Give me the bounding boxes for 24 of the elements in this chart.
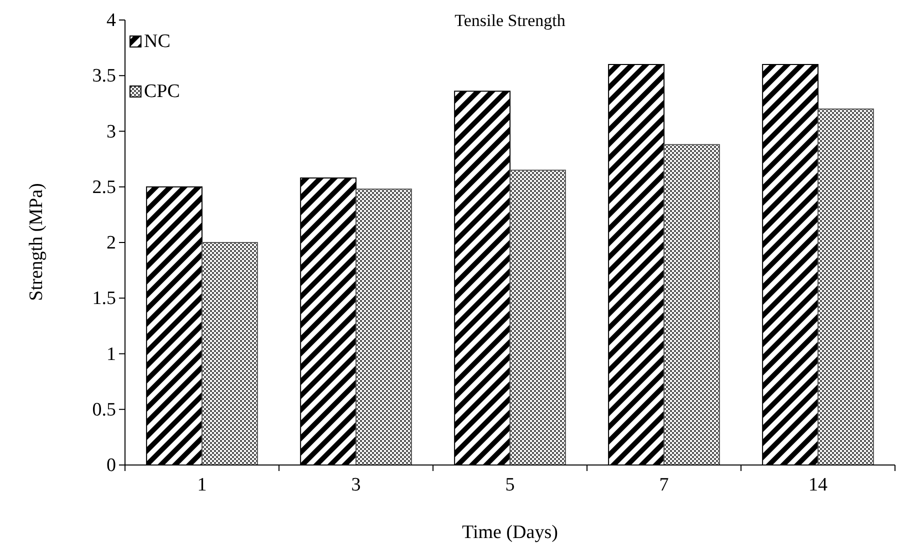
y-tick-label: 0.5 (92, 399, 116, 420)
legend-label: CPC (144, 81, 180, 102)
x-tick-label: 5 (505, 474, 515, 496)
y-tick-label: 1 (106, 344, 116, 365)
y-tick-label: 4 (106, 10, 116, 32)
x-axis-title: Time (Days) (462, 522, 558, 543)
x-tick-label: 14 (808, 474, 828, 496)
y-tick-label: 2 (106, 232, 116, 254)
x-tick-label: 1 (197, 474, 207, 496)
x-tick-label: 3 (351, 474, 361, 496)
bar (202, 242, 258, 466)
x-tick-label: 7 (659, 474, 669, 496)
y-tick-label: 2.5 (92, 176, 116, 198)
bar (818, 108, 874, 466)
y-tick-label: 0 (106, 455, 116, 476)
y-axis-title: Strength (MPa) (26, 183, 47, 301)
y-tick-label: 3.5 (92, 66, 116, 87)
chart-title: Tensile Strength (454, 11, 566, 30)
legend-label: NC (144, 31, 170, 52)
bar (664, 144, 720, 466)
bar (356, 188, 412, 466)
y-tick-label: 1.5 (92, 288, 116, 310)
bar (510, 170, 566, 466)
y-tick-label: 3 (106, 121, 116, 142)
